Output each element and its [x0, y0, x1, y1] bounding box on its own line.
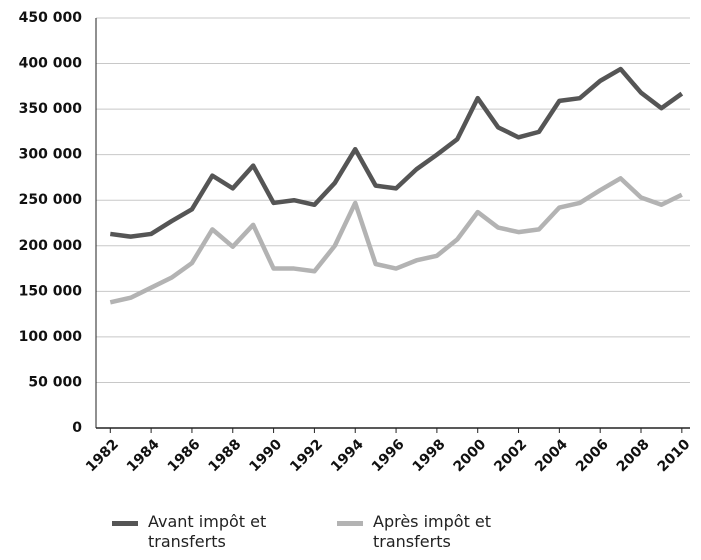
x-tick-label: 1988 [206, 436, 245, 475]
x-tick-label: 2006 [573, 436, 612, 475]
y-tick-label: 400 000 [19, 56, 83, 72]
y-tick-label: 450 000 [19, 10, 83, 26]
legend-swatch [112, 521, 138, 526]
legend-item: Après impôt et transferts [337, 512, 532, 552]
chart: 0 50 000 100 000 150 000 200 000 250 000 300 0… [19, 10, 694, 475]
y-tick-label: 0 [72, 420, 82, 436]
y-tick-label: 300 000 [19, 147, 83, 163]
y-tick-label: 350 000 [19, 101, 83, 117]
x-tick-label: 1998 [410, 436, 449, 475]
x-tick-label: 1996 [369, 436, 408, 475]
series-line [109, 176, 683, 305]
y-tick-label: 200 000 [19, 238, 83, 254]
x-tick-label: 1992 [287, 436, 326, 475]
legend-item: Avant impôt et transferts [112, 512, 307, 552]
x-tick-label: 2000 [450, 436, 489, 475]
y-tick-label: 250 000 [19, 192, 83, 208]
x-tick-label: 2004 [532, 436, 571, 475]
series-line [109, 66, 684, 239]
legend-swatch [337, 521, 363, 526]
x-tick-label: 1984 [124, 436, 163, 475]
legend-label: Après impôt et transferts [373, 512, 492, 551]
legend: Avant impôt et transferts Après impôt et … [112, 512, 532, 552]
legend-label: Avant impôt et transferts [148, 512, 267, 551]
y-tick-label: 150 000 [19, 283, 83, 299]
y-tick-label: 100 000 [19, 329, 83, 345]
x-tick-label: 2008 [614, 436, 653, 475]
x-tick-label: 1990 [246, 436, 285, 475]
x-tick-label: 1986 [165, 436, 204, 475]
x-tick-label: 1994 [328, 436, 367, 475]
x-tick-label: 2002 [491, 436, 530, 475]
x-tick-label: 2010 [655, 436, 694, 475]
y-tick-label: 50 000 [28, 374, 82, 390]
x-tick-label: 1982 [83, 436, 122, 475]
